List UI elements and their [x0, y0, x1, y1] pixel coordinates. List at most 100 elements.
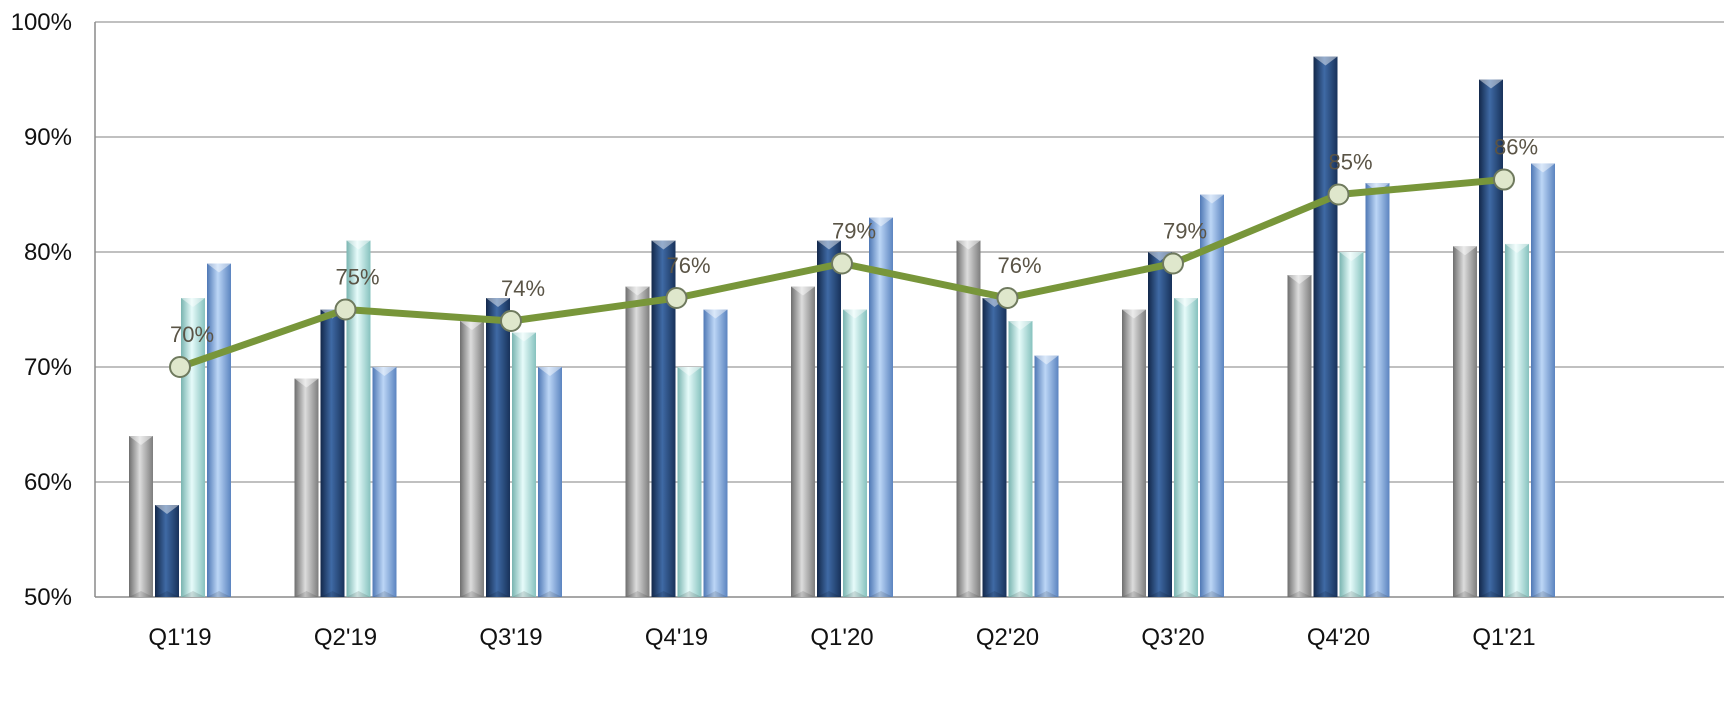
line-point — [996, 287, 1019, 309]
bar-body — [982, 298, 1007, 597]
bar-bevel — [791, 286, 815, 296]
bar — [677, 367, 702, 597]
bar-bevel-bottom — [1505, 591, 1529, 597]
bar — [320, 309, 345, 597]
bar — [1200, 194, 1224, 597]
line-point — [1493, 168, 1515, 191]
bar-bevel — [207, 263, 231, 273]
bar-bevel — [1453, 246, 1477, 256]
bar-body — [869, 217, 893, 597]
bar-bevel-bottom — [1313, 591, 1338, 597]
bar-bevel — [181, 298, 205, 307]
bar — [791, 286, 815, 597]
y-tick-label: 80% — [24, 239, 72, 266]
bar — [346, 240, 371, 597]
bar-bevel — [817, 240, 841, 250]
x-tick-label: Q1'21 — [1472, 624, 1535, 651]
bar-bevel — [843, 309, 867, 319]
bar-bevel-bottom — [1148, 591, 1172, 597]
bar-bevel — [1339, 252, 1364, 261]
bar — [1531, 163, 1555, 597]
line-point — [500, 310, 522, 332]
bar-body — [1339, 252, 1364, 597]
bar-body — [703, 309, 728, 597]
labels: 70% 75% 74% 76% 79% 76% 79% 85% 86% — [170, 135, 1538, 347]
bar-bevel-bottom — [703, 591, 728, 597]
bar — [207, 263, 231, 597]
bar — [486, 298, 510, 597]
line-point — [169, 356, 191, 378]
bar — [538, 367, 562, 597]
data-label: 85% — [1329, 150, 1373, 175]
x-tick-label: Q3'20 — [1141, 624, 1204, 651]
bar-bevel — [651, 240, 676, 250]
bar-bevel — [1174, 298, 1198, 307]
bar-bevel — [372, 367, 397, 376]
bar — [1453, 246, 1477, 597]
bar-bevel-bottom — [486, 591, 510, 597]
bar-body — [817, 240, 841, 597]
bar-body — [1365, 183, 1390, 597]
bar — [817, 240, 841, 597]
bar — [1008, 321, 1033, 597]
data-label: 86% — [1494, 135, 1538, 160]
bar-body — [1174, 298, 1198, 597]
bar-body — [1313, 56, 1338, 597]
bar — [1505, 243, 1529, 597]
bar-bevel-bottom — [1453, 591, 1477, 597]
bar-body — [1008, 321, 1033, 597]
bar — [625, 286, 650, 597]
bar-bevel-bottom — [651, 591, 676, 597]
bar-bevel-bottom — [1008, 591, 1033, 597]
bar-bevel-bottom — [843, 591, 867, 597]
bar-body — [372, 367, 397, 597]
bar — [372, 367, 397, 597]
x-tick-label: Q4'19 — [645, 624, 708, 651]
bar-bevel-bottom — [129, 591, 153, 597]
data-label: 76% — [667, 253, 711, 278]
bar — [294, 378, 319, 597]
line-point — [1162, 252, 1184, 275]
bar-bevel — [703, 309, 728, 319]
data-label: 79% — [832, 219, 876, 244]
bar-body — [1453, 246, 1477, 597]
bar-bevel-bottom — [538, 591, 562, 597]
bar — [155, 505, 179, 597]
bar-bevel-bottom — [320, 591, 345, 597]
bar-body — [625, 286, 650, 597]
bar — [1339, 252, 1364, 597]
bar-bevel — [1122, 309, 1146, 319]
bar-bevel — [677, 367, 702, 376]
bar-bevel — [460, 321, 484, 330]
bar-bevel — [956, 240, 981, 250]
bar-bevel — [1505, 243, 1529, 253]
bar-bevel-bottom — [1200, 591, 1224, 597]
bar-body — [346, 240, 371, 597]
bar-body — [486, 298, 510, 597]
data-label: 75% — [336, 265, 380, 290]
bar-bevel — [1479, 79, 1503, 89]
bar — [1479, 79, 1503, 597]
bar-bevel-bottom — [294, 591, 319, 597]
bar-bevel-bottom — [1479, 591, 1503, 597]
bar-body — [843, 309, 867, 597]
y-tick-label: 100% — [11, 9, 72, 36]
bar-bevel — [1034, 355, 1059, 365]
y-tick-label: 60% — [24, 469, 72, 496]
data-label: 79% — [1163, 219, 1207, 244]
bar — [1365, 183, 1390, 597]
bar-body — [294, 378, 319, 597]
bar-body — [1034, 355, 1059, 597]
line-point — [665, 287, 688, 309]
bar-body — [460, 321, 484, 597]
bar-bevel-bottom — [512, 591, 536, 597]
bar-bevel-bottom — [181, 591, 205, 597]
bar-bevel — [1531, 163, 1555, 173]
bar-body — [512, 332, 536, 597]
bar-bevel — [155, 505, 179, 514]
bar — [843, 309, 867, 597]
bar-bevel — [294, 378, 319, 388]
bar-bevel-bottom — [1122, 591, 1146, 597]
bar-bevel-bottom — [155, 591, 179, 597]
